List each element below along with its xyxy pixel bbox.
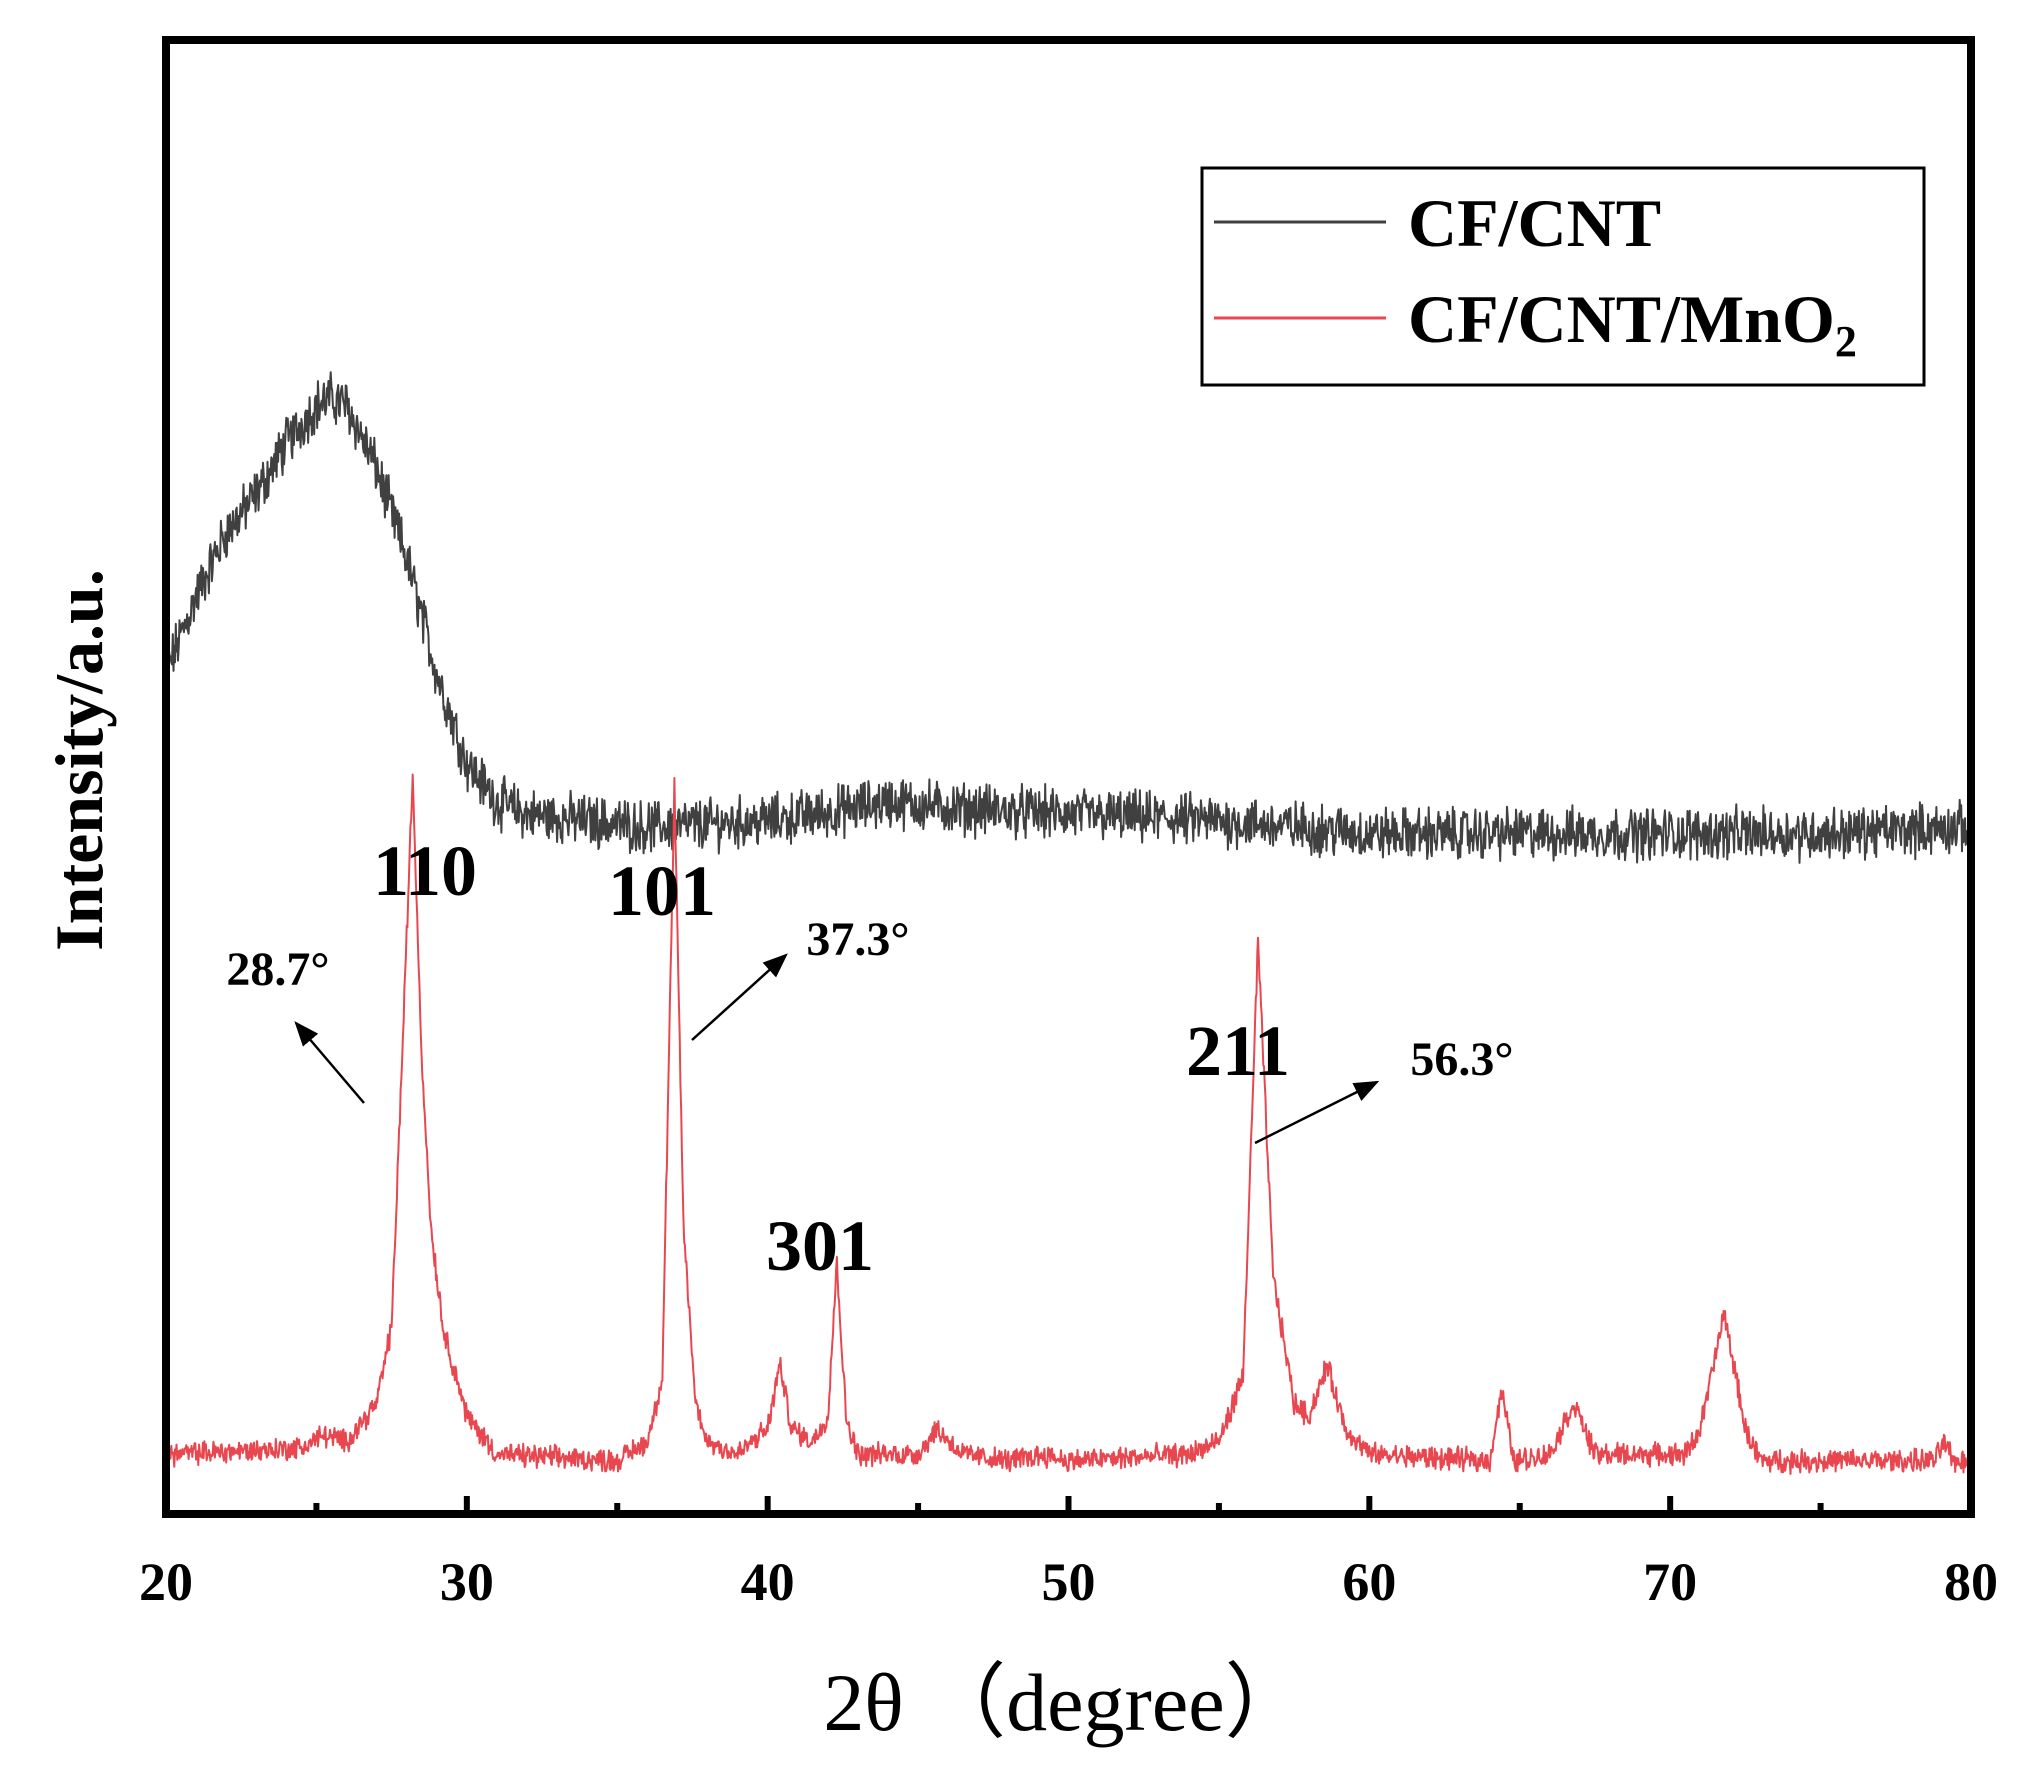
- legend-label-cf-cnt-mno2-main: CF/CNT/MnO: [1408, 281, 1835, 357]
- angle-label-28-7: 28.7°: [226, 943, 329, 996]
- legend-label-cf-cnt: CF/CNT: [1408, 185, 1661, 261]
- peak-label-301: 301: [766, 1206, 874, 1286]
- x-tick-label-70: 70: [1643, 1552, 1697, 1612]
- x-tick-label-20: 20: [139, 1552, 193, 1612]
- x-axis: 20 30 40 50 60 70 80: [139, 1496, 1998, 1612]
- x-tick-label-40: 40: [741, 1552, 795, 1612]
- angle-label-56-3: 56.3°: [1410, 1033, 1513, 1086]
- legend-label-cf-cnt-mno2: CF/CNT/MnO2: [1408, 281, 1857, 366]
- x-tick-label-50: 50: [1042, 1552, 1096, 1612]
- peak-label-211: 211: [1186, 1011, 1290, 1091]
- arrow-56-3: [1254, 1080, 1380, 1145]
- y-axis-title: Intensity/a.u.: [41, 569, 117, 951]
- x-tick-label-80: 80: [1944, 1552, 1998, 1612]
- legend: CF/CNT CF/CNT/MnO2: [1200, 166, 1926, 387]
- arrow-37-3: [691, 953, 788, 1041]
- series-layer: [165, 371, 1972, 1475]
- x-tick-label-30: 30: [440, 1552, 494, 1612]
- series-line-cf-cnt-mno2: [165, 773, 1972, 1475]
- arrow-28-7: [294, 1021, 365, 1104]
- peak-label-110: 110: [373, 831, 477, 911]
- angle-label-37-3: 37.3°: [806, 913, 909, 966]
- peak-label-101: 101: [608, 851, 716, 931]
- legend-label-cf-cnt-mno2-sub: 2: [1835, 317, 1857, 366]
- legend-box: [1200, 166, 1926, 387]
- x-tick-label-60: 60: [1342, 1552, 1396, 1612]
- series-line-cf-cnt: [165, 371, 1972, 864]
- x-axis-title: 2θ （degree）: [823, 1657, 1306, 1748]
